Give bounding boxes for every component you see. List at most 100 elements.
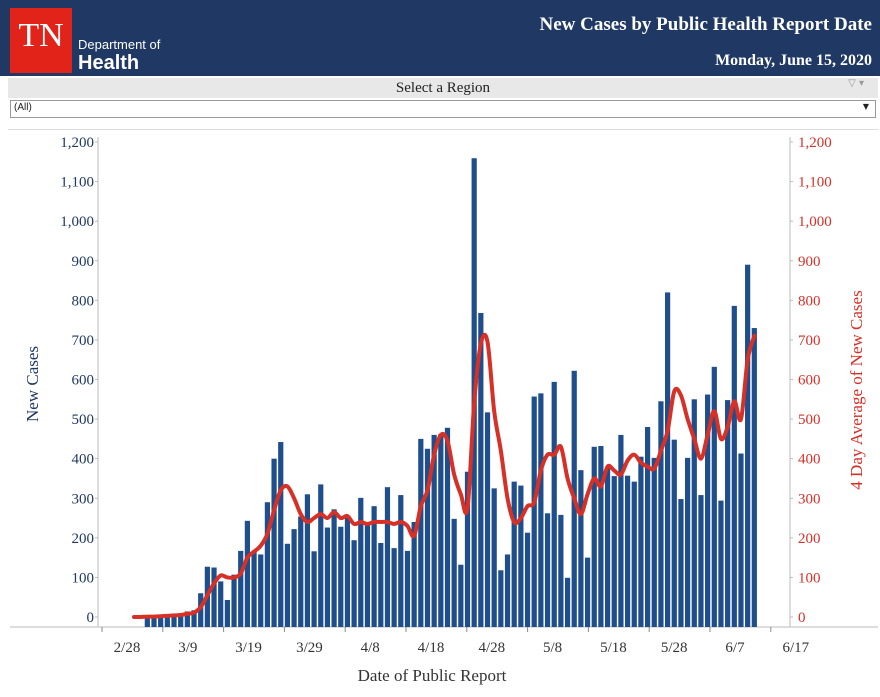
bar — [224, 599, 230, 627]
x-tick-label: 3/29 — [296, 640, 323, 656]
bar — [404, 550, 411, 627]
y-tick-label: 400 — [72, 452, 95, 468]
y2-tick-label: 900 — [798, 254, 821, 270]
bar — [364, 525, 371, 627]
bar — [431, 434, 437, 627]
bar — [638, 456, 644, 627]
x-tick-label: 5/28 — [661, 640, 688, 656]
bar — [651, 457, 657, 627]
x-tick-label: 4/28 — [478, 640, 505, 656]
bar — [598, 446, 604, 627]
bar — [678, 499, 684, 627]
bar — [184, 611, 190, 627]
bar — [671, 439, 677, 627]
bar — [391, 548, 397, 627]
y-tick-label: 500 — [72, 412, 95, 428]
bar — [231, 574, 237, 627]
bar — [544, 513, 551, 627]
report-date: Monday, June 15, 2020 — [715, 52, 872, 69]
y2-tick-label: 100 — [798, 570, 821, 586]
bar — [705, 394, 711, 627]
bar — [171, 615, 177, 627]
y2-tick-label: 200 — [798, 531, 821, 547]
bar — [618, 434, 624, 627]
page-title: New Cases by Public Health Report Date — [539, 14, 872, 35]
bar — [338, 526, 344, 627]
bar — [258, 554, 264, 627]
bar — [631, 481, 637, 627]
x-tick-label: 5/8 — [543, 640, 562, 656]
bar — [191, 610, 197, 627]
y-axis-title: New Cases — [23, 346, 42, 422]
bar — [418, 438, 424, 627]
bar — [398, 495, 404, 627]
bar — [244, 520, 250, 627]
bar — [358, 497, 364, 627]
bar — [164, 615, 170, 627]
y-tick-label: 600 — [72, 373, 95, 389]
bar — [324, 527, 331, 627]
bar — [264, 502, 270, 627]
bar — [711, 366, 717, 627]
bar — [691, 399, 697, 627]
y2-tick-label: 400 — [798, 452, 821, 468]
bar — [444, 427, 451, 627]
y2-tick-label: 800 — [798, 293, 821, 309]
y-tick-label: 800 — [72, 293, 95, 309]
y-tick-label: 900 — [72, 254, 95, 270]
bar — [464, 471, 471, 627]
y-tick-label: 200 — [72, 531, 95, 547]
bar — [685, 457, 691, 627]
bar — [738, 453, 744, 627]
bar — [178, 613, 184, 627]
bar — [438, 434, 444, 627]
region-label: Select a Region — [395, 80, 491, 96]
bar — [331, 509, 337, 627]
x-tick-label: 4/18 — [418, 640, 445, 656]
bar — [158, 615, 164, 627]
logo-underline — [10, 70, 72, 73]
bar — [584, 557, 591, 627]
x-tick-label: 2/28 — [114, 640, 141, 656]
bar — [698, 495, 704, 627]
bar — [551, 381, 557, 627]
bar — [458, 564, 464, 627]
y2-tick-label: 1,100 — [798, 175, 832, 191]
dept-name: Department of — [78, 37, 161, 52]
bar — [745, 264, 751, 627]
bar — [611, 476, 617, 627]
region-dropdown[interactable]: (All) ▼ — [10, 100, 876, 118]
bar — [604, 467, 611, 627]
filter-icon[interactable]: ▽ ▾ — [848, 78, 864, 89]
divider — [8, 129, 878, 130]
bar — [211, 567, 217, 627]
bar — [284, 543, 291, 627]
y2-tick-label: 1,200 — [798, 135, 832, 151]
header-bar: TN Department of Health New Cases by Pub… — [0, 0, 880, 76]
bar — [518, 485, 524, 627]
y-tick-label: 100 — [72, 570, 95, 586]
y-tick-label: 700 — [72, 333, 95, 349]
y-tick-label: 1,000 — [60, 214, 94, 230]
dept-health: Health — [78, 52, 140, 74]
bar — [531, 396, 537, 627]
y2-tick-label: 700 — [798, 333, 821, 349]
bar — [498, 570, 504, 627]
bar — [658, 401, 664, 627]
region-selected: (All) — [14, 102, 32, 113]
bar — [351, 540, 357, 627]
bar — [298, 516, 304, 627]
bar — [278, 442, 284, 627]
chevron-down-icon[interactable]: ▼ — [862, 102, 869, 111]
x-tick-label: 6/7 — [725, 640, 745, 656]
bar — [644, 427, 651, 627]
bar — [238, 550, 244, 627]
logo-text: TN — [18, 17, 64, 54]
bar — [304, 494, 311, 627]
bar — [511, 481, 517, 627]
bar — [344, 518, 351, 627]
bar — [718, 500, 724, 627]
x-tick-label: 3/19 — [235, 640, 262, 656]
bar — [725, 400, 731, 627]
